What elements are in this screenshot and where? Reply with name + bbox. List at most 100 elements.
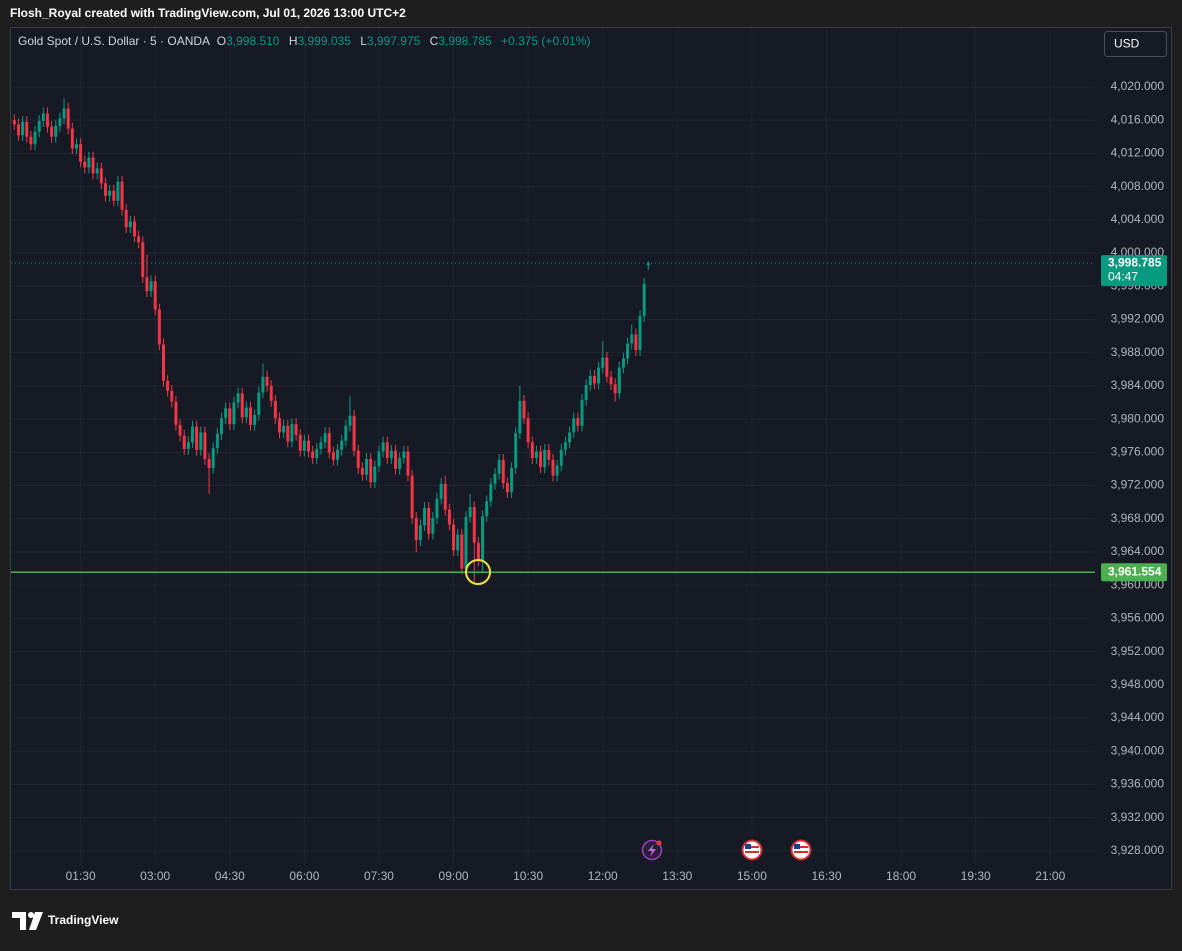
candle-body — [87, 157, 91, 168]
candle-body — [468, 507, 472, 518]
candle-body — [410, 475, 414, 518]
flag-canton[interactable] — [794, 844, 800, 849]
candle-body — [398, 458, 402, 469]
y-tick-label: 3,940.000 — [1111, 743, 1165, 757]
flag-stripe[interactable] — [745, 846, 759, 848]
candle-body — [307, 440, 311, 452]
candle-body — [646, 263, 650, 266]
candle-body — [331, 452, 335, 460]
candle-body — [240, 393, 244, 418]
candle-body — [182, 435, 186, 449]
candle-body — [543, 449, 547, 468]
candle-body — [161, 344, 165, 381]
candle-body — [423, 507, 427, 526]
event-icon-bolt[interactable] — [648, 844, 656, 857]
event-icon-circle[interactable] — [790, 839, 812, 861]
x-tick-label: 06:00 — [289, 869, 319, 883]
candle-body — [190, 426, 194, 443]
countdown-label: 04:47 — [1108, 269, 1138, 283]
candle-body — [137, 236, 141, 243]
candle-body — [253, 414, 257, 425]
candle-body — [145, 277, 149, 292]
legend-value: 3,997.975 — [367, 34, 421, 48]
x-tick-label: 10:30 — [513, 869, 543, 883]
candle-body — [559, 449, 563, 466]
candle-body — [352, 415, 356, 451]
candle-body — [12, 120, 16, 125]
event-icon[interactable] — [641, 839, 663, 861]
candle-body — [555, 465, 559, 476]
candle-body — [431, 517, 435, 534]
candle-body — [634, 334, 638, 351]
candle-body — [269, 385, 273, 401]
candle-body — [50, 126, 54, 137]
candle-body — [497, 459, 501, 474]
candle-body — [580, 400, 584, 426]
x-tick-label: 07:30 — [364, 869, 394, 883]
candle-body — [369, 458, 373, 483]
legend-value: 3,998.785 — [438, 34, 492, 48]
candle-body — [91, 157, 95, 174]
flag-canton[interactable] — [745, 844, 751, 849]
candle-body — [365, 458, 369, 475]
candle-body — [70, 128, 74, 149]
candle-body — [551, 459, 555, 476]
candle-body — [418, 525, 422, 541]
candle-body — [588, 375, 592, 386]
candle-body — [21, 121, 25, 136]
candle-body — [215, 434, 219, 449]
candle-body — [572, 418, 576, 433]
candle-body — [505, 483, 509, 493]
y-tick-label: 3,936.000 — [1111, 777, 1165, 791]
candle-body — [99, 168, 103, 184]
candle-body — [394, 450, 398, 469]
x-tick-label: 03:00 — [140, 869, 170, 883]
candle-body — [261, 376, 265, 393]
candle-body — [83, 161, 87, 168]
candle-body — [149, 281, 153, 292]
x-tick-label: 01:30 — [66, 869, 96, 883]
brand-name: TradingView — [48, 913, 119, 927]
candle-body — [406, 451, 410, 476]
candle-body — [489, 483, 493, 502]
candle-body — [141, 242, 145, 278]
currency-label[interactable]: USD — [1114, 37, 1140, 51]
candle-body — [282, 425, 286, 433]
y-tick-label: 3,948.000 — [1111, 677, 1165, 691]
event-icon[interactable] — [741, 839, 763, 861]
candle-body — [642, 283, 646, 317]
flag-stripe[interactable] — [794, 846, 808, 848]
candle-body — [108, 190, 112, 196]
plot-layer: 01:30 03:00 04:30 06:00 07:30 09:00 10:30 12:00… — [11, 28, 1164, 883]
candle-body — [563, 442, 567, 450]
brand-logo — [12, 912, 43, 930]
candle-body — [439, 483, 443, 499]
flag-stripe[interactable] — [794, 851, 808, 853]
event-icon-circle[interactable] — [741, 839, 763, 861]
legend-value: 3,998.510 — [226, 34, 280, 48]
x-tick-label: 13:30 — [662, 869, 692, 883]
candle-body — [220, 418, 224, 435]
candle-body — [592, 375, 596, 384]
candle-body — [290, 424, 294, 442]
flag-stripe[interactable] — [745, 851, 759, 853]
candle-body — [153, 281, 157, 310]
event-icon-dot[interactable] — [656, 840, 662, 846]
candle-body — [249, 407, 253, 425]
logo-shape — [28, 912, 34, 918]
y-tick-label: 3,968.000 — [1111, 511, 1165, 525]
candle-body — [74, 144, 78, 149]
legend-label: O — [217, 34, 226, 48]
horizontal-line-box — [1101, 563, 1167, 582]
event-icon[interactable] — [790, 839, 812, 861]
candle-body — [522, 400, 526, 419]
currency-button[interactable] — [1104, 31, 1167, 57]
candle-body — [302, 440, 306, 451]
candle-body — [336, 449, 340, 460]
legend-value: 3,999.035 — [298, 34, 352, 48]
y-tick-label: 3,992.000 — [1111, 312, 1165, 326]
y-tick-label: 3,972.000 — [1111, 478, 1165, 492]
candle-body — [617, 367, 621, 394]
